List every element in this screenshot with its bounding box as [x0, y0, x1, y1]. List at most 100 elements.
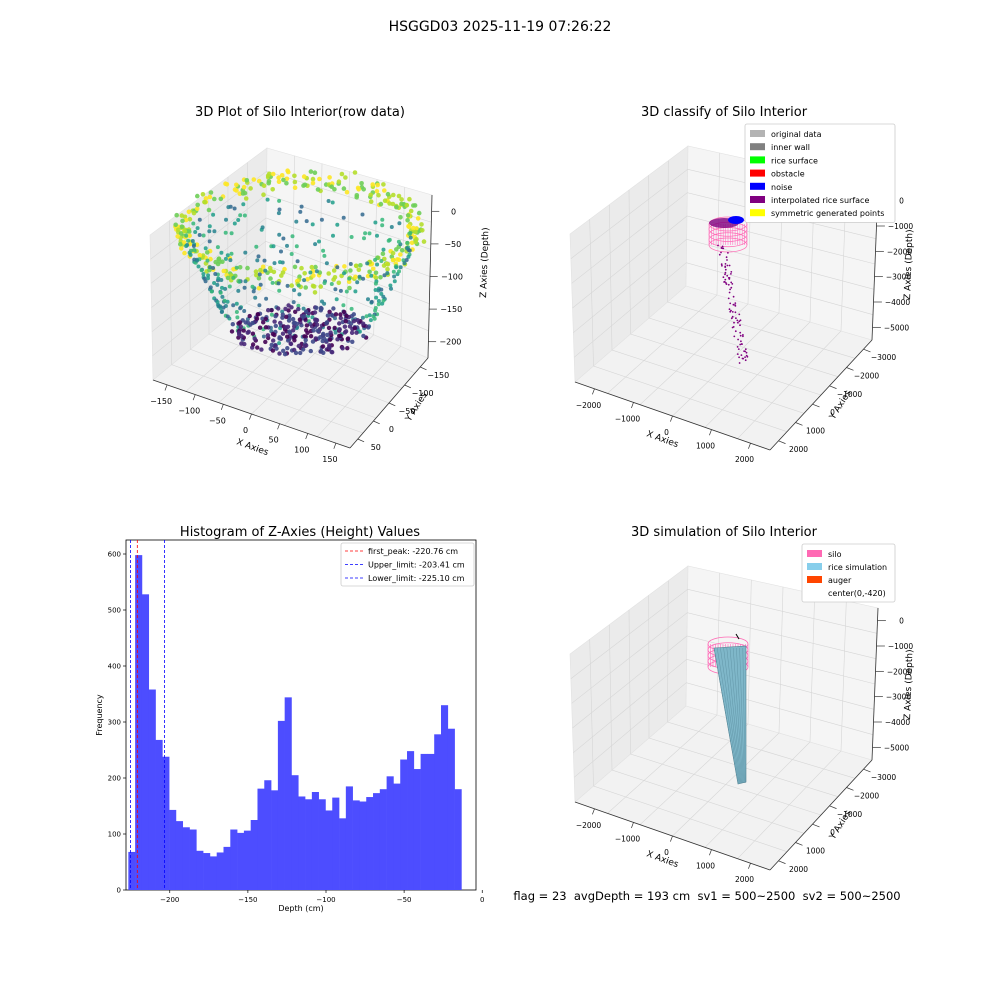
simulation-3d-title: 3D simulation of Silo Interior — [631, 525, 818, 540]
interpolated-point — [717, 244, 719, 247]
raw-point — [405, 218, 410, 223]
raw-point — [344, 289, 349, 294]
legend-swatch-3 — [807, 589, 822, 596]
interpolated-point — [730, 273, 732, 275]
raw-point — [250, 342, 256, 347]
raw-point — [368, 199, 374, 204]
raw-point — [369, 273, 374, 278]
p4-x-tick-mark — [592, 808, 595, 815]
raw-point — [356, 267, 362, 273]
classify-3d-panel: 3D classify of Silo Interior −2000−10000… — [569, 105, 915, 464]
histogram-bar — [155, 739, 163, 890]
rice-mesh-line — [742, 647, 746, 784]
interpolated-point — [744, 359, 747, 362]
raw-point — [382, 198, 388, 203]
p2-y-tick-mark — [863, 348, 871, 353]
raw-point — [373, 257, 378, 262]
raw-point — [178, 241, 183, 247]
raw-point — [285, 334, 290, 339]
histogram-bar — [148, 689, 156, 890]
silo-ring — [708, 237, 748, 253]
x-tick-label: 0 — [480, 896, 484, 904]
raw-point — [296, 306, 301, 312]
interpolated-point — [737, 338, 739, 341]
raw-point — [355, 280, 360, 285]
raw-point — [296, 283, 301, 288]
interpolated-point — [718, 253, 721, 256]
raw-point — [331, 268, 337, 273]
raw-point — [296, 303, 301, 308]
x-tick-label: −150 — [238, 896, 257, 904]
raw-point — [285, 168, 290, 173]
simulation-3d-y-ticks: 2000 1000 0−1000 −2000 −3000 — [778, 768, 896, 874]
interpolated-point — [742, 335, 744, 338]
histogram-bar — [250, 820, 258, 890]
raw-point — [405, 213, 411, 218]
interpolated-point — [746, 355, 749, 358]
raw-point — [345, 336, 350, 342]
legend-swatch-2 — [750, 156, 765, 164]
raw-point — [321, 331, 326, 337]
x-tick-label: −100 — [316, 896, 335, 904]
raw-point — [337, 333, 342, 338]
raw-point — [319, 217, 324, 222]
raw-3d-x-tick-mark — [305, 433, 309, 440]
raw-point — [310, 176, 316, 182]
raw-point — [221, 268, 227, 274]
interpolated-point — [729, 288, 731, 291]
raw-point — [178, 231, 184, 236]
raw-point — [279, 249, 283, 254]
raw-point — [308, 348, 313, 354]
raw-point — [337, 327, 342, 332]
histogram-bars — [128, 555, 462, 890]
raw-point — [371, 314, 376, 319]
y-tick-label: 0 — [117, 887, 121, 895]
raw-point — [213, 272, 218, 276]
raw-point — [179, 213, 185, 218]
raw-point — [298, 350, 303, 356]
raw-point — [205, 250, 210, 255]
raw-point — [175, 234, 180, 239]
raw-point — [277, 341, 282, 346]
raw-point — [407, 196, 412, 202]
legend-swatch-0 — [807, 550, 822, 557]
raw-point — [344, 189, 350, 195]
histogram-bar — [175, 821, 184, 890]
p4-y-tick-mark — [846, 787, 854, 791]
legend-label-2: rice surface — [771, 156, 818, 165]
raw-point — [292, 179, 298, 185]
legend-label-0: original data — [771, 130, 822, 139]
raw-point — [376, 192, 381, 198]
raw-point — [266, 308, 271, 313]
p4-y-tick-mark — [863, 768, 871, 773]
raw-point — [197, 252, 203, 258]
raw-3d-x-tick-label: −50 — [209, 416, 226, 425]
raw-point — [277, 198, 282, 203]
interpolated-point — [739, 331, 742, 334]
raw-point — [235, 315, 240, 320]
raw-point — [367, 231, 372, 236]
raw-point — [174, 212, 179, 218]
raw-point — [359, 181, 364, 186]
raw-point — [257, 303, 262, 308]
raw-3d-y-tick-label: −50 — [399, 407, 416, 416]
raw-point — [360, 315, 365, 320]
raw-point — [232, 221, 237, 226]
raw-3d-y-tick-label: 50 — [371, 443, 381, 452]
legend-swatch-5 — [750, 196, 765, 203]
histogram-bar — [182, 827, 190, 890]
raw-point — [207, 229, 212, 234]
interpolated-point — [728, 291, 731, 294]
legend-swatch-2 — [807, 576, 822, 583]
raw-point — [294, 244, 299, 249]
interpolated-point — [732, 303, 735, 306]
raw-point — [269, 342, 274, 348]
raw-point — [212, 229, 217, 234]
raw-point — [311, 284, 317, 289]
raw-point — [390, 250, 396, 256]
raw-point — [374, 189, 380, 194]
interpolated-point — [734, 304, 736, 306]
raw-point — [260, 316, 265, 321]
raw-point — [320, 344, 326, 349]
raw-point — [186, 238, 191, 243]
